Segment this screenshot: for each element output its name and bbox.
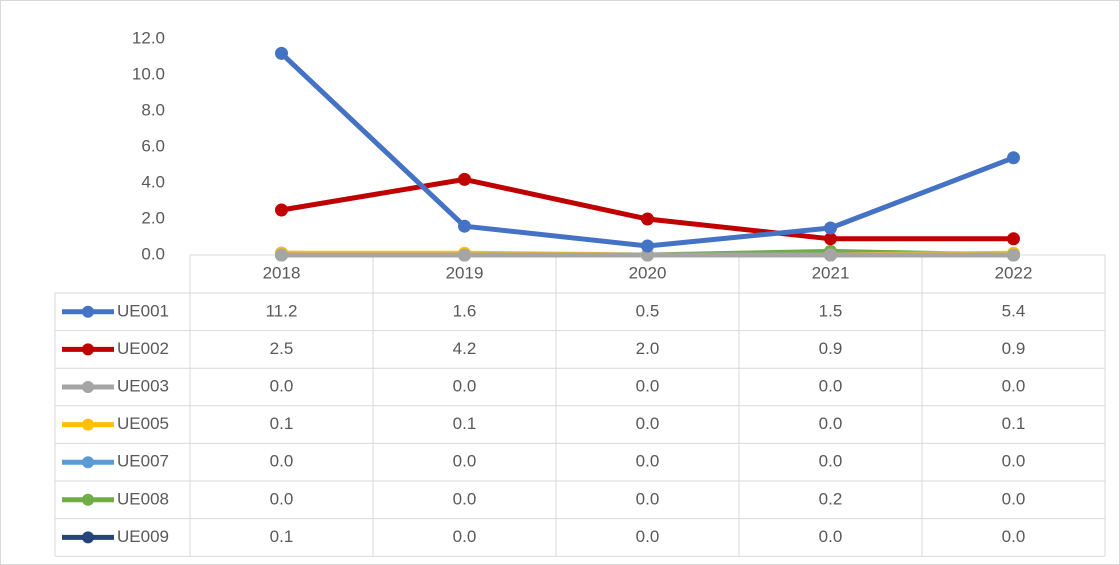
table-cell: 0.0 [819,376,843,395]
legend-label: UE009 [117,527,169,546]
table-cell: 0.2 [819,489,843,508]
legend-label: UE007 [117,452,169,471]
data-point [1007,151,1020,165]
legend-label: UE008 [117,489,169,508]
data-point [824,248,837,262]
table-cell: 0.0 [270,489,294,508]
table-cell: 1.5 [819,301,843,320]
table-cell: 0.0 [1002,489,1026,508]
data-point [824,221,837,235]
y-tick-label: 8.0 [141,100,165,119]
table-cell: 0.9 [1002,339,1026,358]
legend-label: UE005 [117,414,169,433]
data-point [458,172,471,186]
table-cell: 0.0 [819,452,843,471]
table-cell: 0.0 [453,376,477,395]
y-tick-label: 6.0 [141,136,165,155]
legend-marker [82,493,94,506]
table-cell: 0.0 [270,452,294,471]
data-point [458,219,471,233]
table-cell: 0.0 [453,452,477,471]
legend-marker [82,381,94,393]
data-point [1007,232,1020,246]
table-cell: 0.9 [819,339,843,358]
data-point [275,248,288,262]
legend-marker [82,418,94,431]
table-cell: 0.1 [453,414,477,433]
table-cell: 0.0 [636,489,660,508]
x-tick-label: 2020 [629,263,667,282]
data-point [275,46,288,60]
table-cell: 0.0 [819,414,843,433]
data-point [641,248,654,262]
legend-label: UE003 [117,376,169,395]
table-cell: 2.0 [636,339,660,358]
table-cell: 0.0 [819,527,843,546]
x-tick-label: 2021 [812,263,850,282]
x-tick-label: 2022 [995,263,1033,282]
x-tick-label: 2018 [263,263,301,282]
y-tick-label: 4.0 [141,172,165,191]
table-cell: 0.0 [1002,376,1026,395]
table-cell: 0.0 [636,376,660,395]
table-cell: 0.0 [453,489,477,508]
data-point [275,203,288,217]
data-point [824,232,837,246]
legend-marker [82,343,94,356]
table-cell: 11.2 [266,301,298,320]
data-point [1007,248,1020,262]
legend-label: UE001 [117,301,169,320]
table-cell: 0.0 [636,527,660,546]
legend-marker [82,305,94,318]
table-cell: 0.0 [1002,452,1026,471]
data-point [641,212,654,226]
table-cell: 2.5 [270,339,294,358]
legend-marker [82,531,94,544]
data-point [458,248,471,262]
legend-marker [82,456,94,469]
y-tick-label: 12.0 [132,28,165,47]
data-point [641,239,654,253]
table-cell: 0.1 [270,414,294,433]
table-cell: 0.5 [636,301,660,320]
table-cell: 0.0 [636,452,660,471]
x-tick-label: 2019 [446,263,484,282]
y-tick-label: 10.0 [132,64,165,83]
table-cell: 0.0 [1002,527,1026,546]
table-cell: 0.0 [453,527,477,546]
table-cell: 4.2 [453,339,477,358]
table-cell: 1.6 [453,301,477,320]
table-cell: 0.0 [636,414,660,433]
legend-label: UE002 [117,339,169,358]
table-cell: 0.0 [270,376,294,395]
table-cell: 0.1 [270,527,294,546]
y-tick-label: 2.0 [141,208,165,227]
table-cell: 0.1 [1002,414,1026,433]
table-cell: 5.4 [1002,301,1026,320]
y-tick-label: 0.0 [141,244,165,263]
